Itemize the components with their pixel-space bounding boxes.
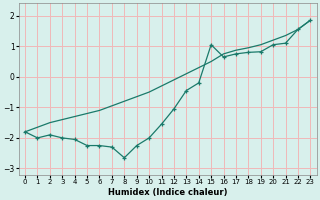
X-axis label: Humidex (Indice chaleur): Humidex (Indice chaleur) [108, 188, 228, 197]
